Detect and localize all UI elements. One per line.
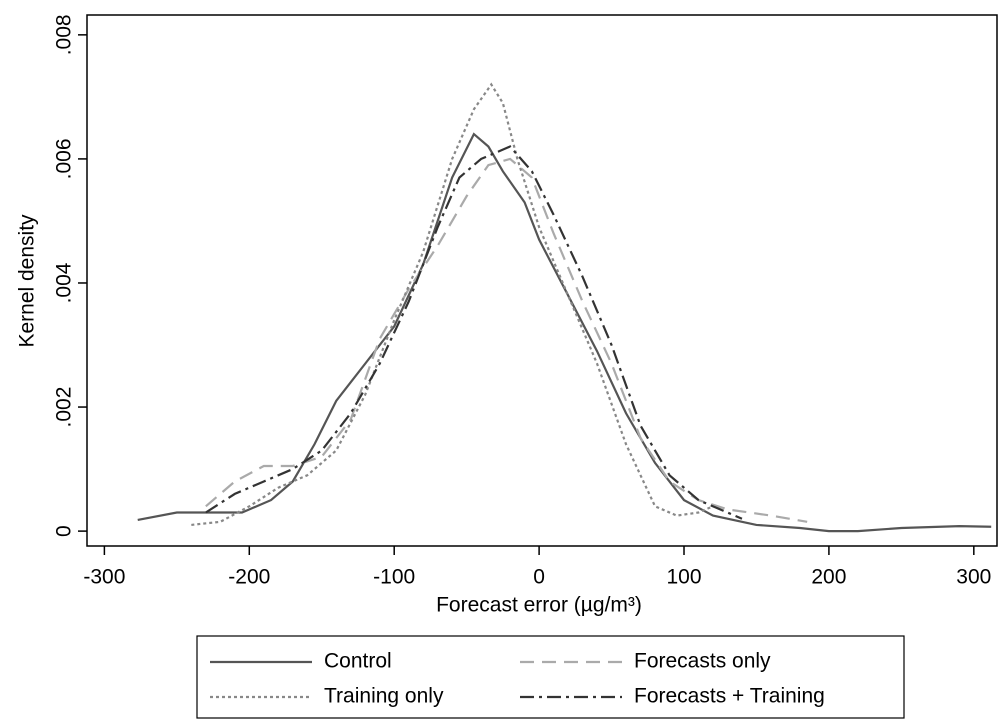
density-line bbox=[191, 82, 714, 527]
y-tick-label: .004 bbox=[53, 262, 76, 303]
x-tick-label: -200 bbox=[228, 566, 270, 589]
y-tick-label: .002 bbox=[53, 387, 76, 428]
legend-box bbox=[196, 635, 905, 719]
density-line bbox=[205, 145, 743, 520]
x-tick-label: 200 bbox=[811, 566, 846, 589]
legend-label: Forecasts only bbox=[634, 650, 771, 673]
x-tick-label: -300 bbox=[83, 566, 125, 589]
x-tick-label: -100 bbox=[373, 566, 415, 589]
x-tick-label: 100 bbox=[666, 566, 701, 589]
x-tick-label: 300 bbox=[956, 566, 991, 589]
density-line bbox=[205, 157, 808, 523]
legend-label: Control bbox=[324, 650, 392, 673]
legend-label: Forecasts + Training bbox=[634, 685, 825, 708]
y-tick-label: .008 bbox=[53, 14, 76, 55]
y-tick-label: .006 bbox=[53, 138, 76, 179]
legend-label: Training only bbox=[324, 685, 444, 708]
density-line bbox=[137, 132, 992, 533]
x-tick-label: 0 bbox=[533, 566, 545, 589]
y-axis-title: Kernel density bbox=[16, 214, 39, 348]
plot-frame bbox=[86, 14, 998, 547]
y-tick-label: 0 bbox=[53, 525, 76, 537]
x-axis-title: Forecast error (µg/m³) bbox=[436, 594, 642, 617]
